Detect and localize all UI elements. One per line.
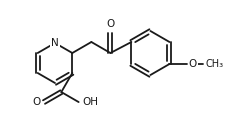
Text: O: O: [33, 97, 41, 107]
Text: O: O: [106, 19, 114, 29]
Text: CH₃: CH₃: [206, 59, 224, 69]
Text: N: N: [51, 38, 59, 48]
Text: O: O: [188, 59, 197, 69]
Text: OH: OH: [83, 97, 99, 107]
